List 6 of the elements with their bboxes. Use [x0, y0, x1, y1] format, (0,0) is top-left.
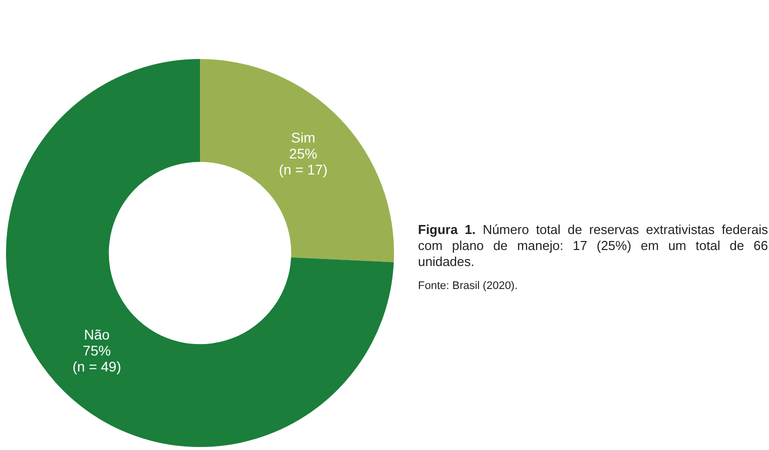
text: Figura 1. [418, 222, 476, 237]
slice-label: Sim [291, 129, 316, 146]
data-label: 75% (n = 49) [72, 342, 122, 374]
slice-label: Não [84, 326, 110, 342]
source-note: Fonte: Brasil (2020). [418, 279, 519, 294]
data-label: 25% (n = 17) [278, 145, 328, 178]
